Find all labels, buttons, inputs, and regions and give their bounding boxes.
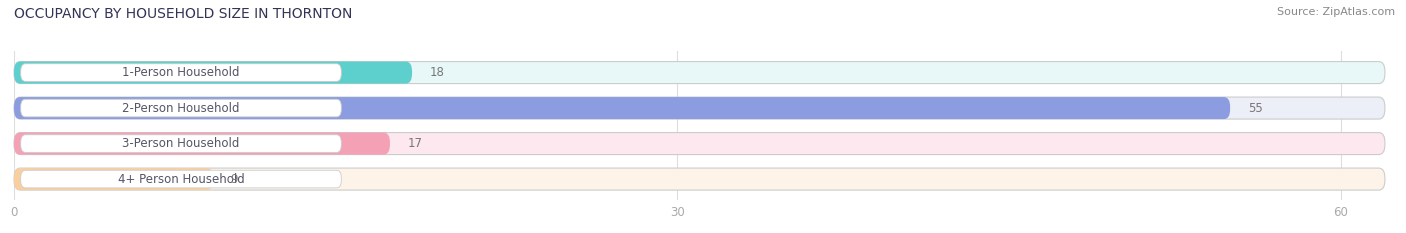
FancyBboxPatch shape (14, 62, 1385, 84)
FancyBboxPatch shape (21, 135, 342, 152)
Text: 1-Person Household: 1-Person Household (122, 66, 240, 79)
Text: 3-Person Household: 3-Person Household (122, 137, 239, 150)
FancyBboxPatch shape (14, 62, 412, 84)
Text: 18: 18 (430, 66, 444, 79)
Text: 2-Person Household: 2-Person Household (122, 102, 240, 115)
FancyBboxPatch shape (21, 64, 342, 81)
Text: OCCUPANCY BY HOUSEHOLD SIZE IN THORNTON: OCCUPANCY BY HOUSEHOLD SIZE IN THORNTON (14, 7, 353, 21)
FancyBboxPatch shape (21, 99, 342, 117)
FancyBboxPatch shape (14, 97, 1230, 119)
FancyBboxPatch shape (14, 168, 1385, 190)
FancyBboxPatch shape (14, 133, 389, 154)
Text: Source: ZipAtlas.com: Source: ZipAtlas.com (1277, 7, 1395, 17)
FancyBboxPatch shape (14, 97, 1385, 119)
Text: 17: 17 (408, 137, 423, 150)
FancyBboxPatch shape (14, 168, 214, 190)
Text: 55: 55 (1249, 102, 1263, 115)
FancyBboxPatch shape (14, 133, 1385, 154)
Text: 9: 9 (231, 173, 238, 185)
Text: 4+ Person Household: 4+ Person Household (118, 173, 245, 185)
FancyBboxPatch shape (21, 170, 342, 188)
